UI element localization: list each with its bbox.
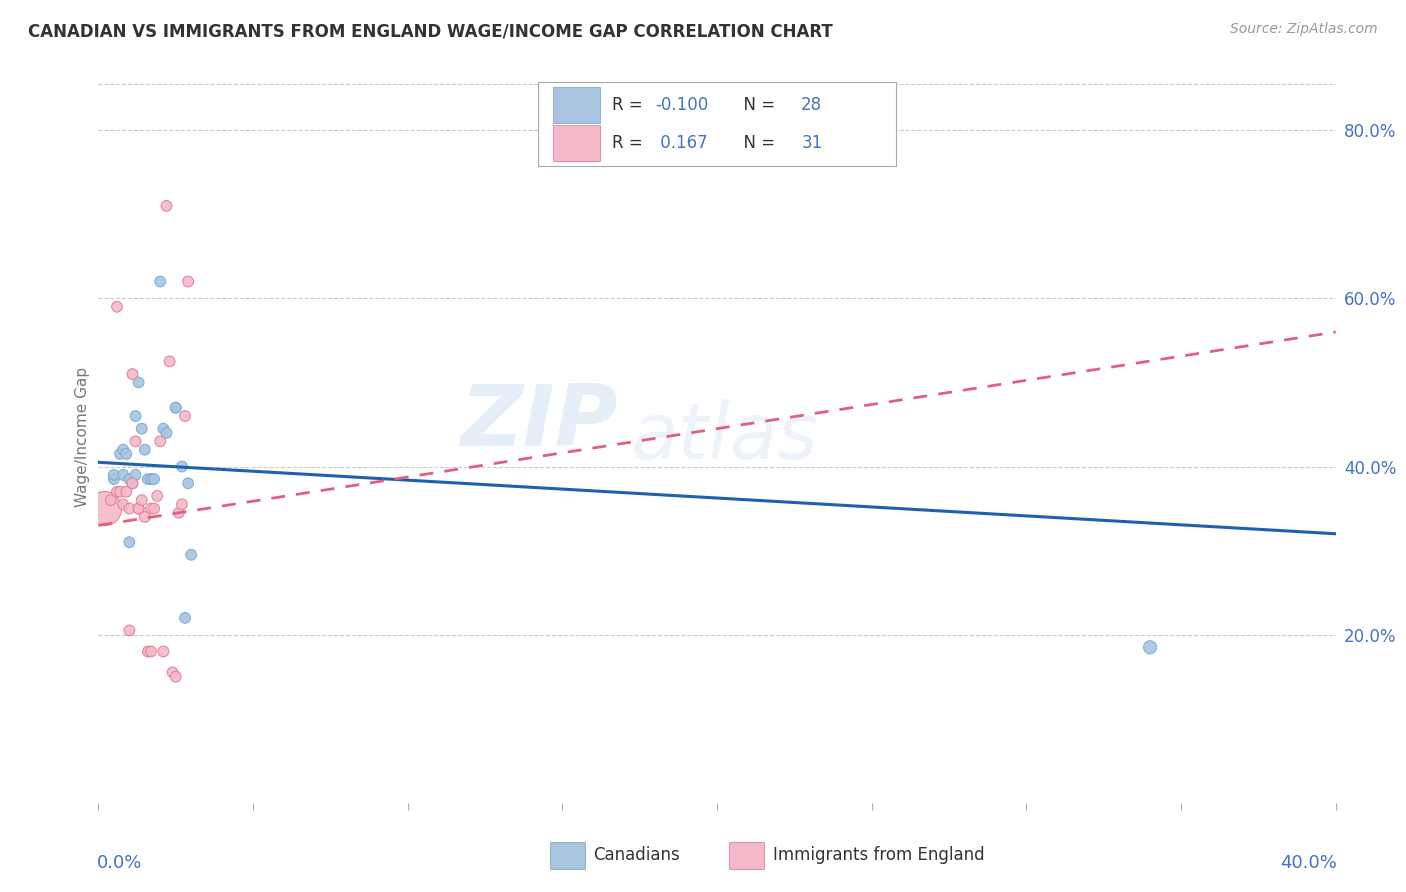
Point <box>139 644 162 658</box>
Text: 40.0%: 40.0% <box>1279 854 1337 872</box>
Point <box>121 476 143 491</box>
Point <box>167 506 190 520</box>
Point <box>112 467 135 482</box>
Text: 31: 31 <box>801 134 823 152</box>
FancyBboxPatch shape <box>553 126 599 161</box>
Point <box>180 548 202 562</box>
Point <box>131 422 153 436</box>
Text: Canadians: Canadians <box>593 846 681 863</box>
Point <box>134 442 156 457</box>
Text: N =: N = <box>733 96 780 114</box>
Point <box>170 459 193 474</box>
Point <box>136 644 159 658</box>
Point <box>131 493 153 508</box>
Point <box>128 376 150 390</box>
Text: ZIP: ZIP <box>460 381 619 464</box>
Point <box>1139 640 1161 655</box>
Point <box>149 275 172 289</box>
Text: R =: R = <box>612 134 648 152</box>
Text: Immigrants from England: Immigrants from England <box>773 846 984 863</box>
Point <box>124 409 146 423</box>
FancyBboxPatch shape <box>550 842 585 869</box>
Text: -0.100: -0.100 <box>655 96 709 114</box>
Point <box>155 425 177 440</box>
Point <box>108 447 131 461</box>
Point <box>143 472 166 486</box>
Point <box>124 467 146 482</box>
Point <box>118 501 141 516</box>
Point <box>112 442 135 457</box>
Text: Source: ZipAtlas.com: Source: ZipAtlas.com <box>1230 22 1378 37</box>
Point <box>121 476 143 491</box>
Point <box>159 354 181 368</box>
Y-axis label: Wage/Income Gap: Wage/Income Gap <box>75 367 90 508</box>
Point <box>165 401 187 415</box>
Point <box>115 447 138 461</box>
Point <box>105 484 128 499</box>
Text: 0.167: 0.167 <box>655 134 707 152</box>
FancyBboxPatch shape <box>730 842 763 869</box>
FancyBboxPatch shape <box>537 82 897 167</box>
Point <box>100 493 122 508</box>
Point <box>177 275 200 289</box>
Point <box>118 624 141 638</box>
Point <box>165 670 187 684</box>
Point <box>103 472 125 486</box>
Point <box>152 422 174 436</box>
Point <box>103 467 125 482</box>
Point <box>139 472 162 486</box>
Point <box>174 611 197 625</box>
Point <box>136 472 159 486</box>
Point <box>128 501 150 516</box>
Point <box>152 644 174 658</box>
Text: atlas: atlas <box>630 399 818 475</box>
Point <box>162 665 184 680</box>
Point <box>124 434 146 449</box>
Point <box>134 510 156 524</box>
Point <box>108 484 131 499</box>
Point <box>165 401 187 415</box>
Point <box>155 199 177 213</box>
Point <box>115 484 138 499</box>
Point <box>143 501 166 516</box>
Point <box>118 472 141 486</box>
Text: 28: 28 <box>801 96 823 114</box>
Text: N =: N = <box>733 134 780 152</box>
Point <box>93 501 115 516</box>
Point <box>174 409 197 423</box>
Point <box>146 489 169 503</box>
Text: R =: R = <box>612 96 648 114</box>
Point <box>105 300 128 314</box>
Point <box>118 535 141 549</box>
FancyBboxPatch shape <box>553 87 599 122</box>
Point <box>128 501 150 516</box>
Point <box>112 497 135 511</box>
Point <box>149 434 172 449</box>
Point <box>177 476 200 491</box>
Point <box>139 501 162 516</box>
Text: CANADIAN VS IMMIGRANTS FROM ENGLAND WAGE/INCOME GAP CORRELATION CHART: CANADIAN VS IMMIGRANTS FROM ENGLAND WAGE… <box>28 22 832 40</box>
Text: 0.0%: 0.0% <box>97 854 142 872</box>
Point <box>121 367 143 381</box>
Point <box>170 497 193 511</box>
